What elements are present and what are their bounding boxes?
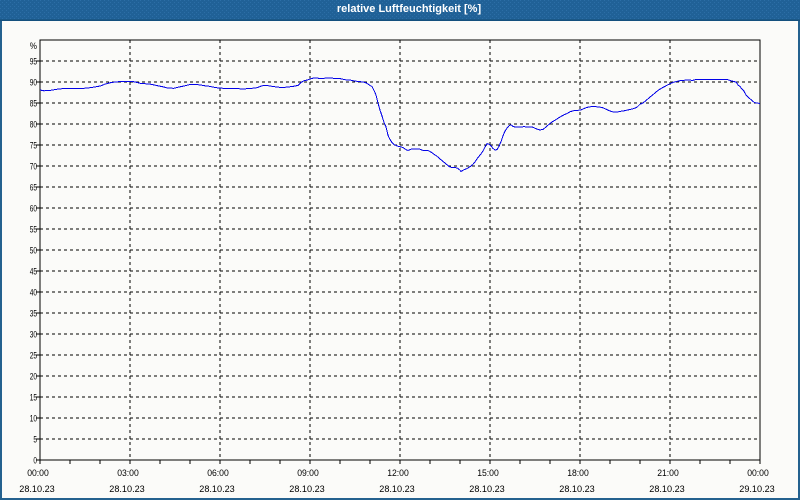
svg-text:40: 40 [30,287,37,298]
svg-text:85: 85 [30,98,37,109]
svg-text:75: 75 [30,140,37,151]
svg-text:28.10.23: 28.10.23 [559,484,595,494]
svg-text:29.10.23: 29.10.23 [739,484,775,494]
svg-text:70: 70 [30,161,37,172]
svg-text:28.10.23: 28.10.23 [199,484,235,494]
svg-text:00:00: 00:00 [747,468,769,478]
svg-text:00:00: 00:00 [27,468,49,478]
svg-text:10: 10 [30,413,37,424]
svg-text:28.10.23: 28.10.23 [109,484,145,494]
svg-text:28.10.23: 28.10.23 [379,484,415,494]
svg-text:95: 95 [30,56,37,67]
svg-text:20: 20 [30,371,37,382]
svg-text:0: 0 [33,455,37,466]
svg-text:28.10.23: 28.10.23 [289,484,325,494]
svg-text:30: 30 [30,329,37,340]
svg-text:12:00: 12:00 [387,468,409,478]
svg-text:5: 5 [33,434,37,445]
svg-text:80: 80 [30,119,37,130]
svg-text:55: 55 [30,224,37,235]
svg-text:28.10.23: 28.10.23 [469,484,505,494]
svg-text:25: 25 [30,350,37,361]
svg-text:%: % [30,41,38,52]
svg-text:15:00: 15:00 [477,468,499,478]
svg-text:65: 65 [30,182,37,193]
svg-text:35: 35 [30,308,37,319]
svg-text:60: 60 [30,203,37,214]
svg-text:18:00: 18:00 [567,468,589,478]
svg-text:15: 15 [30,392,37,403]
svg-text:06:00: 06:00 [207,468,229,478]
svg-text:21:00: 21:00 [657,468,679,478]
svg-text:28.10.23: 28.10.23 [649,484,685,494]
svg-text:90: 90 [30,77,37,88]
svg-text:45: 45 [30,266,37,277]
svg-text:03:00: 03:00 [117,468,139,478]
svg-text:50: 50 [30,245,37,256]
svg-text:28.10.23: 28.10.23 [19,484,55,494]
svg-text:09:00: 09:00 [297,468,319,478]
